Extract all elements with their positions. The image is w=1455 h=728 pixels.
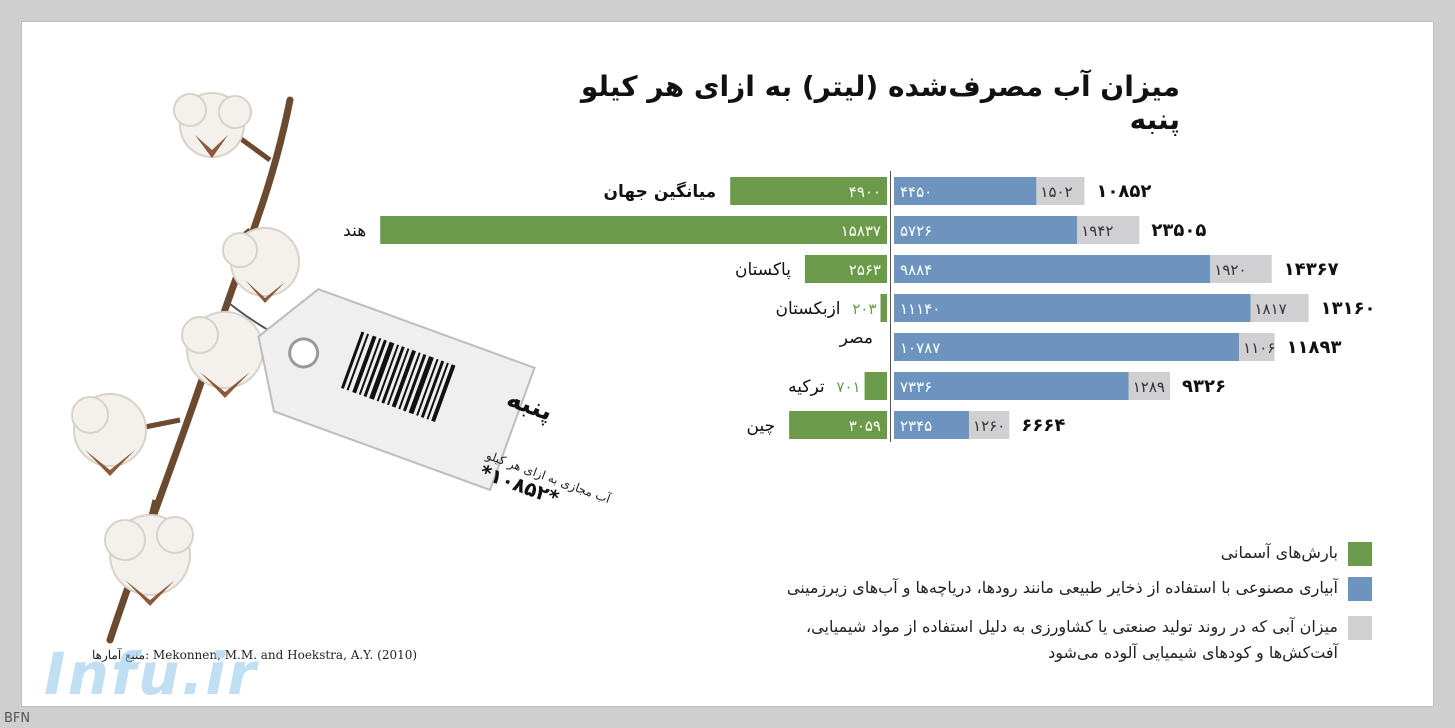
bar-label-green: ۴۹۰۰	[849, 183, 881, 201]
bar-green	[789, 411, 887, 439]
category-label: ازبکستان	[775, 299, 840, 319]
bar-gray	[1128, 372, 1170, 400]
chart-title: میزان آب مصرف‌شده (لیتر) به ازای هر کیلو…	[580, 70, 1180, 136]
bar-label-blue: ۷۳۳۶	[900, 378, 932, 396]
bar-green	[864, 372, 887, 400]
bar-gray	[1077, 216, 1140, 244]
bar-label-green: ۷۰۱	[836, 378, 860, 396]
total-label: ۹۳۲۶	[1182, 376, 1226, 397]
category-label: میانگین جهان	[604, 181, 717, 202]
legend-swatch	[1348, 577, 1372, 601]
category-label: هند	[343, 221, 366, 241]
bar-label-gray: ۱۱۰۶	[1243, 339, 1275, 357]
bar-label-blue: ۵۷۲۶	[900, 222, 932, 240]
source-note: منبع آمارها: Mekonnen, M.M. and Hoekstra…	[92, 648, 418, 662]
bar-label-blue: ۱۱۱۴۰	[900, 300, 940, 318]
bar-label-gray: ۱۹۲۰	[1214, 261, 1246, 279]
bar-gray	[1036, 177, 1085, 205]
total-label: ۶۶۶۴	[1021, 415, 1065, 436]
bar-label-gray: ۱۲۸۹	[1133, 378, 1165, 396]
cotton-husk-icon	[85, 135, 285, 606]
bar-label-green: ۲۵۶۳	[849, 261, 881, 279]
bar-label-green: ۳۰۵۹	[849, 417, 881, 435]
legend-text: آبیاری مصنوعی با استفاده از ذخایر طبیعی …	[786, 578, 1338, 597]
total-label: ۱۳۱۶۰	[1321, 298, 1376, 319]
watermark: Infu.ir	[44, 640, 258, 708]
bar-label-blue: ۹۸۸۴	[900, 261, 932, 279]
bar-label-blue: ۲۳۴۵	[900, 417, 932, 435]
bar-label-gray: ۱۹۴۲	[1081, 222, 1113, 240]
corner-mark: BFN	[4, 711, 31, 726]
bar-blue	[894, 372, 1129, 400]
bar-gray	[969, 411, 1010, 439]
total-label: ۱۰۸۵۲	[1096, 181, 1151, 202]
bar-gray	[1210, 255, 1272, 283]
bar-blue	[894, 294, 1251, 322]
bar-label-gray: ۱۲۶۰	[973, 417, 1005, 435]
bar-label-gray: ۱۸۱۷	[1254, 300, 1286, 318]
bar-green	[380, 216, 887, 244]
bar-gray	[1250, 294, 1309, 322]
total-label: ۱۱۸۹۳	[1287, 337, 1342, 358]
legend-text: میزان آبی که در روند تولید صنعتی یا کشاو…	[806, 617, 1338, 662]
category-label: چین	[747, 416, 776, 436]
bar-label-green: ۱۵۸۳۷	[841, 222, 881, 240]
bar-label-blue: ۱۰۷۸۷	[900, 339, 940, 357]
legend-swatch	[1348, 616, 1372, 640]
category-label: ترکیه	[788, 377, 825, 397]
bar-green	[730, 177, 887, 205]
cotton-boll-icon	[71, 92, 300, 596]
bar-blue	[894, 177, 1037, 205]
category-label: مصر	[839, 328, 873, 348]
bar-green	[804, 255, 887, 283]
bar-label-blue: ۴۴۵۰	[900, 183, 932, 201]
bar-blue	[894, 411, 970, 439]
total-label: ۲۳۵۰۵	[1151, 220, 1206, 241]
total-label: ۱۴۳۶۷	[1284, 259, 1339, 280]
bar-label-gray: ۱۵۰۲	[1040, 183, 1072, 201]
category-label: پاکستان	[735, 260, 791, 280]
legend-text: بارش‌های آسمانی	[1220, 543, 1338, 562]
bar-blue	[894, 333, 1240, 361]
bar-green	[880, 294, 887, 322]
legend-swatch	[1348, 542, 1372, 566]
bar-label-green: ۲۰۳	[852, 300, 876, 318]
bar-gray	[1239, 333, 1275, 361]
bar-blue	[894, 216, 1078, 244]
bar-blue	[894, 255, 1211, 283]
